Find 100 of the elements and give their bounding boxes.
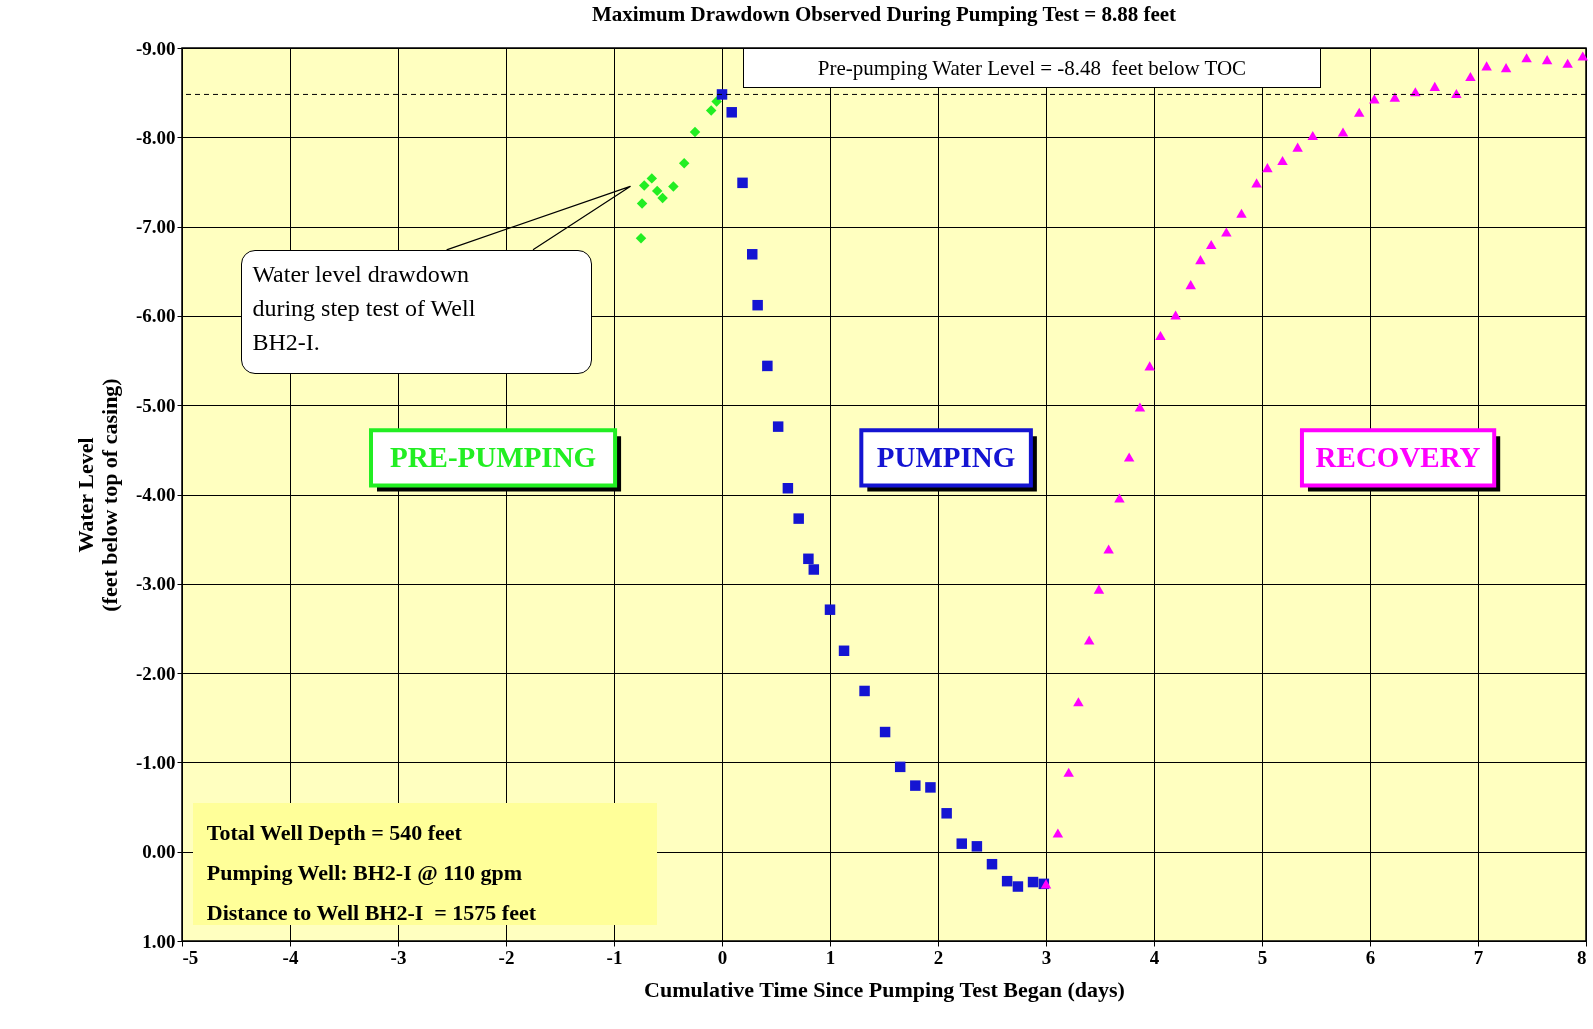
point	[1262, 163, 1273, 173]
point	[726, 107, 737, 118]
point	[894, 761, 906, 773]
point	[859, 685, 870, 697]
point	[925, 782, 936, 793]
point	[1369, 94, 1380, 104]
x-tick-label: 6	[1365, 946, 1376, 968]
point	[1093, 584, 1105, 594]
point	[716, 89, 728, 100]
point	[1562, 58, 1573, 68]
x-tick-label: 5	[1257, 946, 1268, 968]
point	[705, 105, 717, 116]
point	[1337, 127, 1349, 137]
point	[910, 780, 921, 791]
point	[986, 858, 998, 870]
point	[1541, 55, 1553, 65]
y-tick-label: 0.00	[142, 841, 176, 863]
point	[1251, 178, 1262, 188]
y-tick-label: -1.00	[135, 751, 176, 773]
point	[1063, 767, 1074, 777]
point	[651, 185, 663, 197]
y-tick-label: 1.00	[142, 930, 176, 952]
point	[1185, 280, 1196, 290]
point	[793, 513, 804, 524]
y-tick-label: -3.00	[135, 573, 176, 595]
x-axis-title: Cumulative Time Since Pumping Test Began (days)	[644, 976, 1125, 1002]
text: PUMPING	[876, 440, 1016, 473]
x-tick-label: -3	[390, 946, 407, 968]
point	[737, 177, 748, 189]
point	[1123, 452, 1135, 462]
x-tick-label: 0	[717, 946, 728, 968]
y-tick-label: -4.00	[135, 484, 176, 505]
point	[808, 564, 820, 575]
point	[1481, 61, 1492, 71]
point	[711, 96, 722, 107]
point	[803, 553, 814, 565]
annotation: Water level drawdown during step test of Well BH2-I.	[252, 259, 477, 357]
speech-bubble: Water level drawdown during step test of Well BH2-I.	[241, 249, 593, 374]
point	[762, 360, 773, 372]
annotation: Total Well Depth = 540 feet	[206, 818, 463, 847]
point	[1521, 53, 1532, 63]
x-tick-label: -2	[498, 946, 515, 968]
x-tick-label: -5	[182, 946, 199, 968]
point	[941, 808, 952, 819]
y-tick-label: -8.00	[135, 126, 176, 148]
x-tick-label: 2	[933, 946, 944, 968]
point	[668, 181, 679, 192]
point	[824, 604, 836, 615]
text: RECOVERY	[1315, 440, 1481, 473]
point	[636, 198, 648, 209]
point	[635, 232, 647, 244]
point	[1073, 697, 1084, 707]
point	[1001, 875, 1013, 887]
point	[1277, 155, 1288, 166]
point	[1206, 239, 1217, 249]
point	[752, 299, 763, 311]
point	[1052, 828, 1064, 838]
point	[772, 421, 784, 432]
point	[1307, 130, 1318, 141]
y-tick-label: -5.00	[135, 394, 176, 416]
point	[646, 173, 658, 184]
point	[747, 249, 758, 260]
point	[1012, 881, 1024, 892]
x-tick-label: 7	[1473, 946, 1484, 968]
x-tick-label: 3	[1041, 946, 1052, 968]
point	[956, 838, 967, 849]
point	[1103, 544, 1114, 554]
annotation: Pumping Well: BH2-I @ 110 gpm	[206, 858, 524, 887]
point	[1236, 208, 1247, 218]
y-tick-label: -7.00	[135, 216, 176, 238]
point	[1155, 331, 1166, 341]
point	[1465, 72, 1476, 82]
x-tick-label: 1	[825, 946, 836, 968]
y-tick-label: -9.00	[135, 37, 176, 59]
point	[657, 192, 668, 204]
x-tick-label: 4	[1149, 946, 1160, 968]
point	[838, 645, 850, 657]
y-axis-title: Water Level (feet below top of casing)	[72, 378, 122, 612]
point	[782, 483, 794, 494]
x-tick-label: 8	[1577, 946, 1587, 968]
x-tick-label: -4	[282, 946, 299, 968]
point	[971, 841, 983, 852]
point	[1429, 81, 1441, 91]
point	[1389, 92, 1401, 102]
point	[1134, 402, 1146, 412]
point	[1577, 51, 1588, 61]
chart-title: Maximum Drawdown Observed During Pumping Test = 8.88 feet	[591, 2, 1177, 26]
y-tick-label: -6.00	[135, 305, 176, 327]
point	[879, 726, 891, 738]
point	[1353, 107, 1365, 117]
text: PRE-PUMPING	[389, 440, 597, 473]
point	[1292, 142, 1303, 152]
y-tick-label: -2.00	[135, 662, 176, 684]
note-box: Total Well Depth = 540 feet Pumping Well: BH2-I @ 110 gpm Distance to Well BH2-I = 1575 feet	[192, 802, 658, 925]
point	[1114, 493, 1125, 503]
annotation: Distance to Well BH2-I = 1575 feet	[206, 898, 538, 927]
point	[1027, 876, 1039, 888]
point	[1170, 310, 1181, 320]
point	[1195, 255, 1206, 265]
point	[639, 180, 650, 191]
